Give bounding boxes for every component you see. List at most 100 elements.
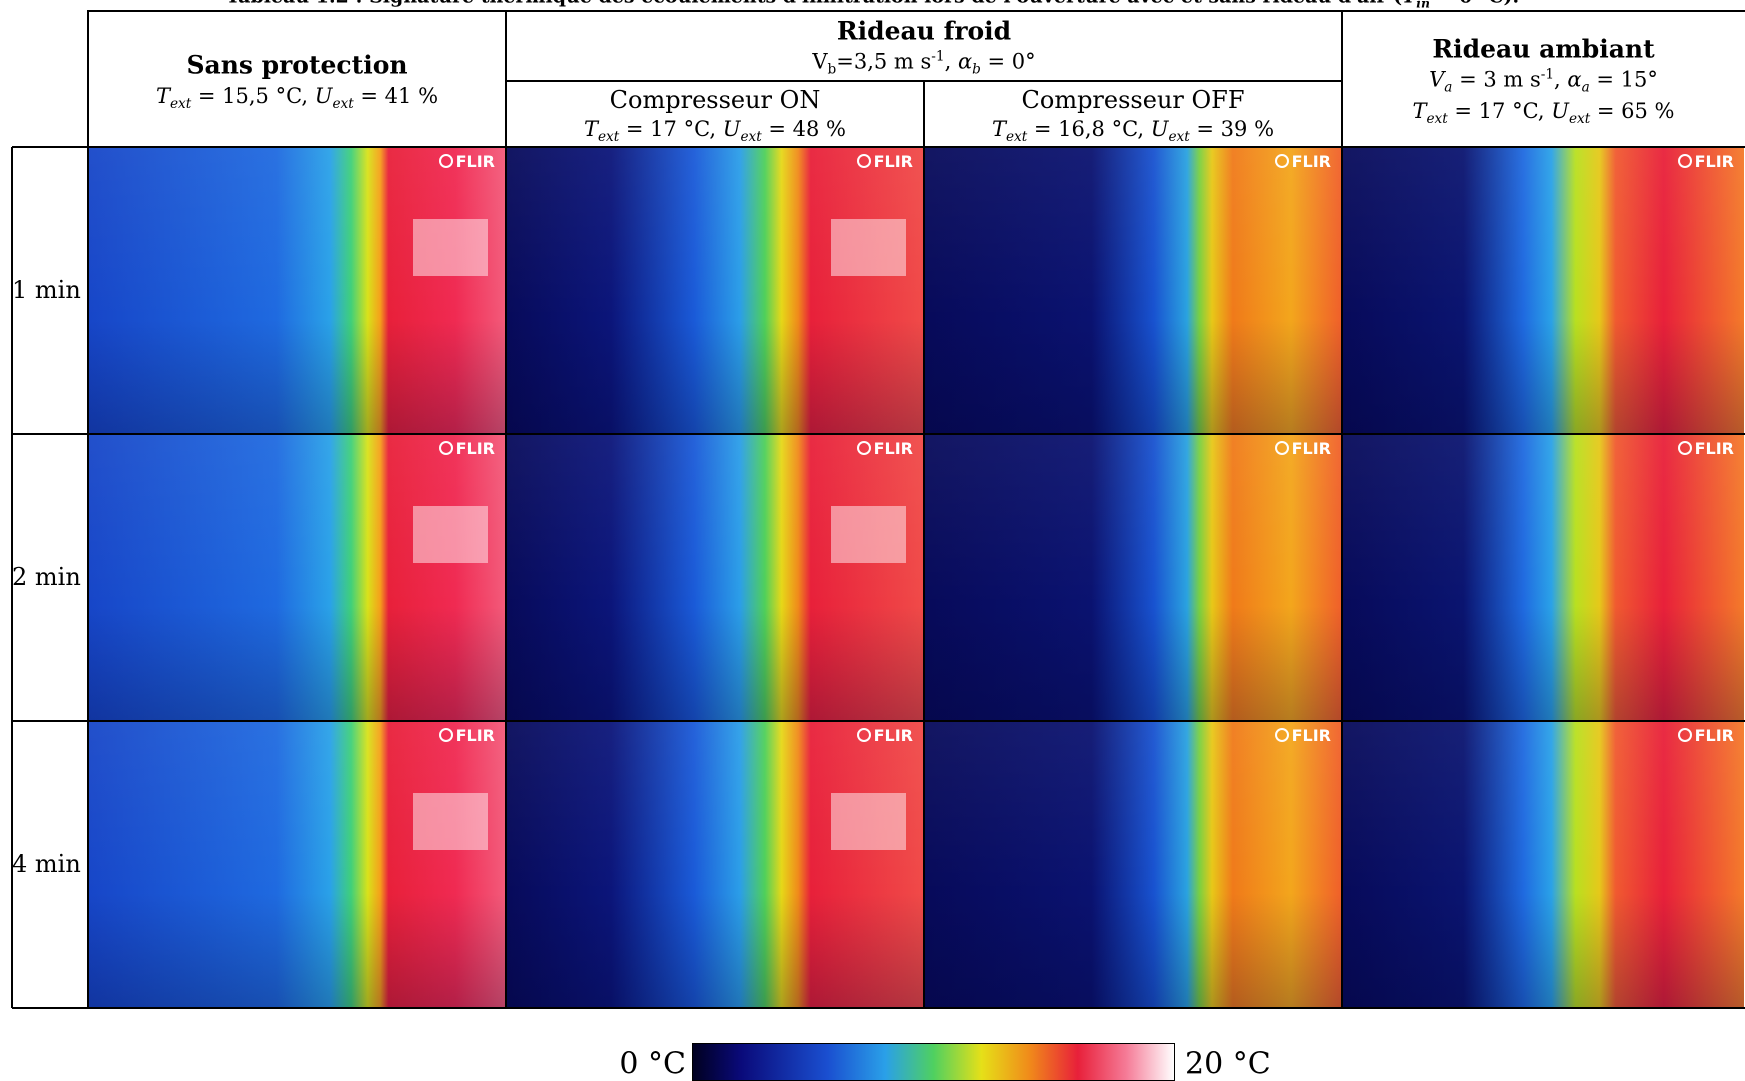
text-segment: α	[957, 49, 973, 74]
image-shade	[925, 435, 1341, 720]
text-segment: = 48 %	[761, 116, 847, 141]
camera-logo: FLIR	[438, 439, 495, 458]
logo-icon	[856, 154, 871, 168]
subcolumn-title: Compresseur ON	[609, 86, 821, 114]
camera-logo: FLIR	[438, 152, 495, 171]
text-segment: V	[812, 49, 828, 74]
door-highlight	[413, 793, 489, 851]
text-segment: α	[1567, 67, 1582, 92]
table-line	[88, 10, 1745, 12]
camera-logo: FLIR	[438, 726, 495, 745]
thermal-image: FLIR	[89, 148, 505, 433]
column-title: Sans protection	[186, 50, 408, 80]
logo-icon	[438, 728, 453, 742]
text-segment: = 17 °C,	[619, 116, 723, 141]
logo-icon	[438, 441, 453, 455]
camera-logo: FLIR	[1677, 439, 1734, 458]
camera-logo: FLIR	[856, 726, 913, 745]
text-segment: V	[1429, 67, 1445, 92]
column-conditions: Text = 17 °C, Uext = 65 %	[1342, 99, 1745, 127]
text-segment: ext	[740, 129, 762, 146]
image-shade	[1343, 722, 1744, 1007]
camera-logo: FLIR	[1677, 726, 1734, 745]
image-shade	[89, 722, 505, 1007]
logo-text: FLIR	[455, 152, 495, 171]
column-title: Rideau ambiant	[1432, 34, 1655, 64]
thermal-image: FLIR	[507, 722, 923, 1007]
logo-text: FLIR	[455, 726, 495, 745]
logo-text: FLIR	[455, 439, 495, 458]
door-highlight	[831, 793, 907, 851]
camera-logo: FLIR	[1274, 439, 1331, 458]
camera-logo: FLIR	[1274, 726, 1331, 745]
logo-icon	[856, 441, 871, 455]
text-segment: ,	[944, 49, 958, 74]
logo-text: FLIR	[1694, 726, 1734, 745]
colorbar-min-label: 0 °C	[619, 1046, 686, 1081]
thermal-image: FLIR	[925, 722, 1341, 1007]
colorbar	[692, 1043, 1175, 1081]
text-segment: = 16,8 °C,	[1027, 116, 1151, 141]
text-segment: -1	[931, 48, 945, 65]
logo-text: FLIR	[1291, 726, 1331, 745]
logo-text: FLIR	[1694, 152, 1734, 171]
table-line	[505, 147, 507, 1008]
logo-text: FLIR	[873, 152, 913, 171]
table-line	[12, 146, 1745, 148]
text-segment: = 41 %	[353, 83, 439, 108]
colorbar-max-label: 20 °C	[1185, 1046, 1271, 1081]
logo-icon	[438, 154, 453, 168]
logo-text: FLIR	[1291, 439, 1331, 458]
camera-logo: FLIR	[1274, 152, 1331, 171]
text-segment: b	[827, 61, 837, 78]
text-segment: -1	[1540, 66, 1555, 83]
thermal-image: FLIR	[1343, 148, 1744, 433]
text-segment: in	[1416, 0, 1430, 11]
thermal-image: FLIR	[1343, 435, 1744, 720]
text-segment: = 0°	[980, 49, 1036, 74]
text-segment: a	[1581, 79, 1590, 96]
text-segment: U	[1551, 98, 1569, 123]
logo-icon	[1677, 728, 1692, 742]
column-conditions: Vb=3,5 m s-1, αb = 0°	[506, 48, 1342, 77]
text-segment: ext	[1005, 129, 1028, 146]
image-shade	[925, 722, 1341, 1007]
text-segment: T	[155, 83, 170, 108]
logo-icon	[1274, 154, 1289, 168]
text-segment: ext	[597, 129, 620, 146]
thermal-image: FLIR	[89, 722, 505, 1007]
text-segment: Tableau 1.2 : Signature thermique des éc…	[226, 0, 1402, 8]
row-label: 2 min	[12, 563, 81, 591]
image-shade	[1343, 435, 1744, 720]
door-highlight	[831, 506, 907, 564]
table-line	[12, 433, 1745, 435]
subcolumn-conditions: Text = 17 °C, Uext = 48 %	[506, 117, 924, 145]
image-shade	[1343, 148, 1744, 433]
camera-logo: FLIR	[856, 439, 913, 458]
row-label: 4 min	[12, 850, 81, 878]
logo-icon	[1274, 441, 1289, 455]
text-segment: a	[1444, 79, 1453, 96]
thermal-image: FLIR	[925, 148, 1341, 433]
column-title: Rideau froid	[836, 16, 1012, 46]
text-segment: U	[722, 116, 741, 141]
row-label: 1 min	[12, 276, 81, 304]
text-segment: ext	[169, 96, 192, 113]
text-segment: ext	[1426, 111, 1448, 128]
logo-text: FLIR	[1694, 439, 1734, 458]
table-line	[1341, 10, 1343, 147]
thermal-image: FLIR	[1343, 722, 1744, 1007]
text-segment: T	[583, 116, 598, 141]
column-conditions: Text = 15,5 °C, Uext = 41 %	[88, 84, 506, 112]
camera-logo: FLIR	[1677, 152, 1734, 171]
table-line	[87, 10, 89, 147]
caption: Tableau 1.2 : Signature thermique des éc…	[0, 0, 1745, 10]
logo-icon	[1677, 154, 1692, 168]
text-segment: ext	[332, 96, 354, 113]
thermal-image: FLIR	[89, 435, 505, 720]
text-segment: = 0 °C).	[1430, 0, 1520, 8]
thermal-image: FLIR	[925, 435, 1341, 720]
table-line	[12, 1007, 1745, 1009]
text-segment: = 17 °C,	[1447, 98, 1552, 123]
